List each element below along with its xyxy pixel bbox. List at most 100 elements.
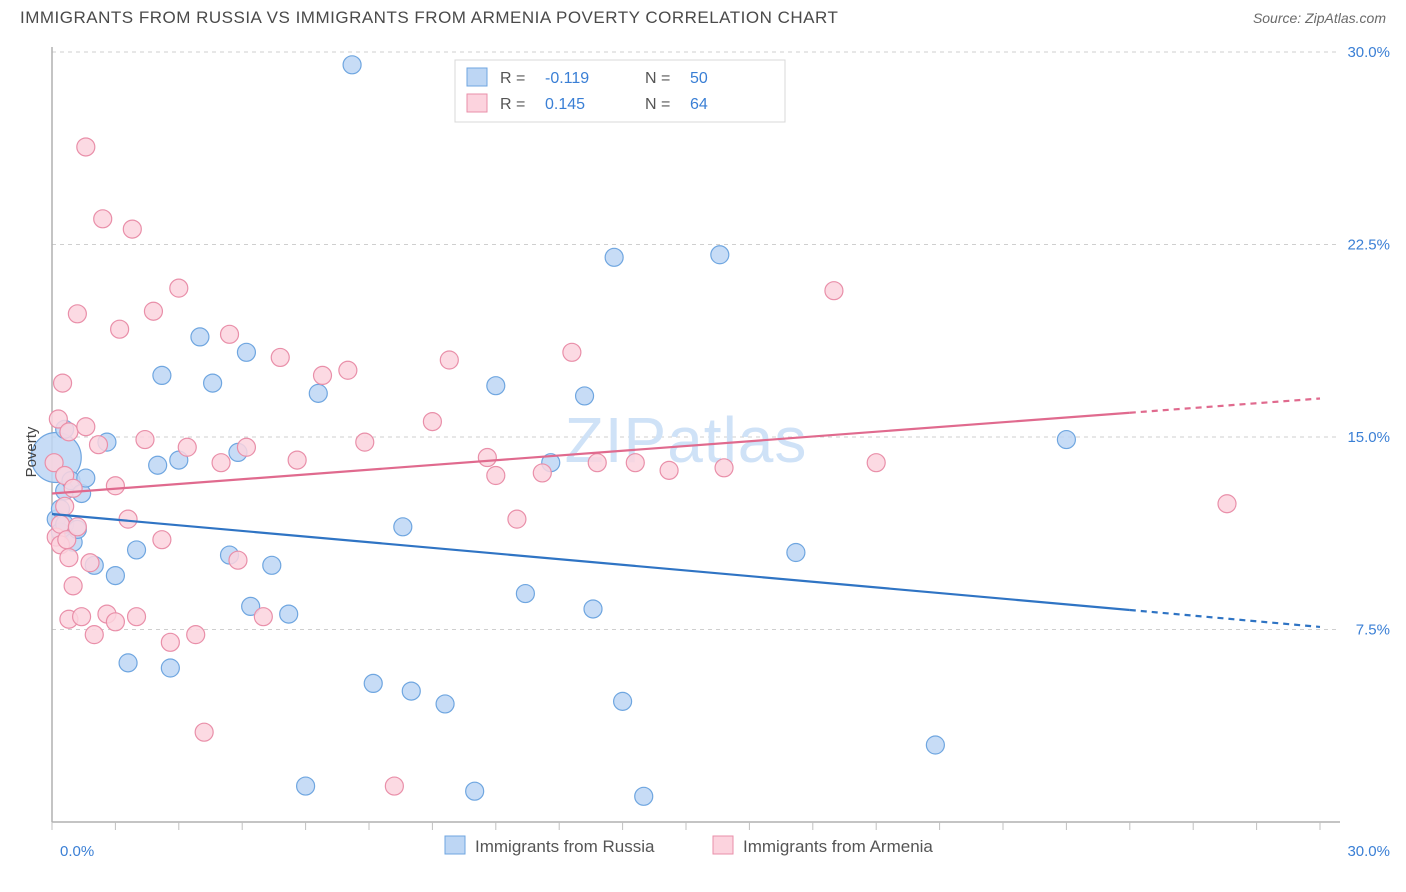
data-point — [576, 387, 594, 405]
chart-title: IMMIGRANTS FROM RUSSIA VS IMMIGRANTS FRO… — [20, 8, 838, 28]
data-point — [229, 551, 247, 569]
data-point — [364, 674, 382, 692]
data-point — [715, 459, 733, 477]
svg-text:7.5%: 7.5% — [1356, 622, 1390, 639]
data-point — [280, 605, 298, 623]
data-point — [68, 305, 86, 323]
legend-r-label: R = — [500, 70, 525, 87]
data-point — [237, 438, 255, 456]
data-point — [402, 682, 420, 700]
data-point — [153, 366, 171, 384]
data-point — [85, 626, 103, 644]
data-point — [825, 282, 843, 300]
data-point — [867, 454, 885, 472]
data-point — [187, 626, 205, 644]
trend-line — [52, 514, 1130, 610]
data-point — [436, 695, 454, 713]
trend-line-dashed — [1130, 610, 1320, 627]
data-point — [106, 477, 124, 495]
data-point — [487, 467, 505, 485]
data-point — [605, 248, 623, 266]
data-point — [614, 692, 632, 710]
data-point — [106, 567, 124, 585]
data-point — [77, 418, 95, 436]
legend-r-value: -0.119 — [545, 70, 589, 87]
data-point — [516, 585, 534, 603]
data-point — [136, 431, 154, 449]
data-point — [288, 451, 306, 469]
data-point — [161, 633, 179, 651]
trend-line-dashed — [1130, 399, 1320, 413]
data-point — [153, 531, 171, 549]
data-point — [178, 438, 196, 456]
data-point — [787, 544, 805, 562]
data-point — [161, 659, 179, 677]
data-point — [584, 600, 602, 618]
data-point — [89, 436, 107, 454]
chart-source: Source: ZipAtlas.com — [1253, 10, 1386, 26]
data-point — [385, 777, 403, 795]
data-point — [56, 497, 74, 515]
data-point — [588, 454, 606, 472]
data-point — [563, 343, 581, 361]
data-point — [254, 608, 272, 626]
data-point — [309, 384, 327, 402]
data-point — [60, 549, 78, 567]
data-point — [314, 366, 332, 384]
legend-swatch — [467, 68, 487, 86]
data-point — [212, 454, 230, 472]
data-point — [195, 723, 213, 741]
svg-text:30.0%: 30.0% — [1347, 843, 1390, 860]
data-point — [394, 518, 412, 536]
data-point — [926, 736, 944, 754]
data-point — [106, 613, 124, 631]
data-point — [487, 377, 505, 395]
legend-r-value: 0.145 — [545, 96, 585, 113]
data-point — [170, 279, 188, 297]
svg-text:22.5%: 22.5% — [1347, 237, 1390, 254]
data-point — [128, 541, 146, 559]
svg-text:15.0%: 15.0% — [1347, 429, 1390, 446]
data-point — [478, 449, 496, 467]
data-point — [81, 554, 99, 572]
data-point — [1218, 495, 1236, 513]
data-point — [263, 556, 281, 574]
data-point — [626, 454, 644, 472]
legend-n-value: 50 — [690, 70, 708, 87]
data-point — [271, 348, 289, 366]
bottom-legend-swatch — [445, 836, 465, 854]
legend-n-label: N = — [645, 96, 670, 113]
y-axis-label: Poverty — [23, 427, 40, 478]
data-point — [635, 787, 653, 805]
data-point — [60, 423, 78, 441]
data-point — [73, 608, 91, 626]
data-point — [191, 328, 209, 346]
data-point — [711, 246, 729, 264]
data-point — [508, 510, 526, 528]
data-point — [297, 777, 315, 795]
data-point — [466, 782, 484, 800]
data-point — [54, 374, 72, 392]
scatter-chart: 7.5%15.0%22.5%30.0%0.0%30.0%ZIPatlasR =-… — [0, 32, 1406, 872]
data-point — [94, 210, 112, 228]
svg-text:0.0%: 0.0% — [60, 843, 94, 860]
bottom-legend-swatch — [713, 836, 733, 854]
data-point — [204, 374, 222, 392]
legend-r-label: R = — [500, 96, 525, 113]
data-point — [77, 138, 95, 156]
data-point — [221, 325, 239, 343]
data-point — [123, 220, 141, 238]
legend-swatch — [467, 94, 487, 112]
bottom-legend-label: Immigrants from Russia — [475, 837, 655, 856]
data-point — [423, 413, 441, 431]
data-point — [356, 433, 374, 451]
data-point — [1057, 431, 1075, 449]
data-point — [111, 320, 129, 338]
data-point — [68, 518, 86, 536]
data-point — [343, 56, 361, 74]
data-point — [440, 351, 458, 369]
data-point — [339, 361, 357, 379]
data-point — [128, 608, 146, 626]
data-point — [533, 464, 551, 482]
data-point — [149, 456, 167, 474]
